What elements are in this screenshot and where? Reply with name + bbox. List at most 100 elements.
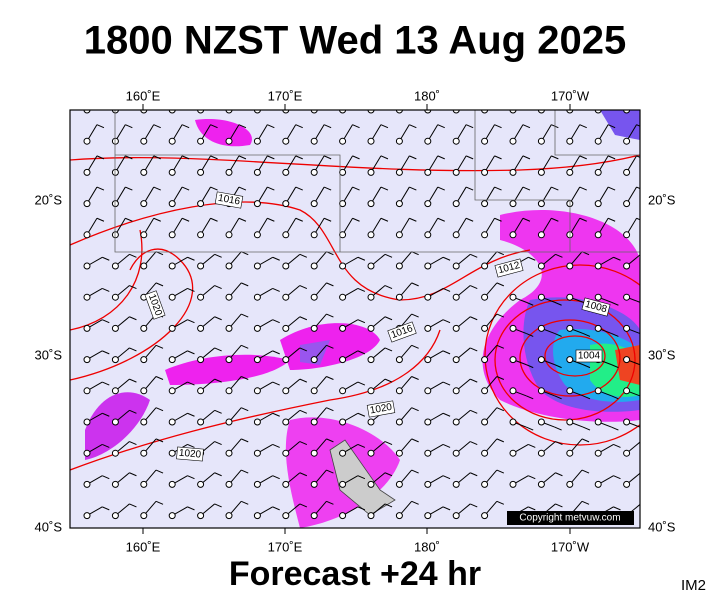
wind-barb <box>282 441 308 457</box>
barb-station <box>566 293 574 301</box>
barb-station <box>594 168 602 176</box>
wind-barb <box>310 407 334 426</box>
barb-station <box>594 480 602 488</box>
barb-flag <box>607 124 616 129</box>
barb-station <box>168 324 176 332</box>
barb-flag <box>636 124 640 127</box>
barb-flag <box>582 395 591 400</box>
wind-barb <box>83 186 105 208</box>
barb-flag <box>551 186 559 191</box>
wind-barb <box>339 444 366 457</box>
lon-label: 160˚E <box>126 539 161 554</box>
barb-flag <box>437 155 445 160</box>
barb-station <box>623 262 631 270</box>
barb-flag <box>102 350 110 355</box>
barb-station <box>282 512 290 520</box>
barb-flag <box>295 155 303 160</box>
barb-station <box>168 110 176 114</box>
barb-flag <box>357 444 366 448</box>
barb-station <box>452 480 460 488</box>
wind-barb <box>481 438 505 457</box>
wind-barb <box>140 438 164 457</box>
wind-barb <box>481 251 505 270</box>
barb-station <box>424 262 432 270</box>
barb-station <box>537 480 545 488</box>
barb-station <box>253 387 261 395</box>
isobar-label-box <box>494 258 524 278</box>
barb-flag <box>241 282 249 287</box>
wind-barb <box>310 500 334 520</box>
barb-flag <box>210 217 218 222</box>
isobar-label: 1016 <box>214 191 244 209</box>
wind-barb <box>225 407 249 426</box>
barb-flag <box>299 472 308 477</box>
wind-barb <box>452 155 474 176</box>
barb-station <box>197 231 205 239</box>
barb-flag <box>380 124 389 129</box>
wind-barb <box>537 387 562 400</box>
wind-barb <box>537 217 559 239</box>
wind-barb <box>282 155 303 176</box>
barb-flag <box>555 253 563 258</box>
barb-flag <box>129 253 137 258</box>
barb-station <box>253 356 261 364</box>
barb-flag <box>102 319 110 324</box>
wind-barb <box>481 376 505 395</box>
barb-station <box>83 449 91 457</box>
barb-flag <box>352 186 360 191</box>
lat-label: 30˚S <box>35 347 63 362</box>
barb-flag <box>323 155 332 160</box>
wind-barb <box>509 217 531 239</box>
barb-station <box>83 200 91 208</box>
barb-station <box>594 200 602 208</box>
barb-station <box>537 168 545 176</box>
barb-station <box>225 480 233 488</box>
wind-barb <box>310 344 334 364</box>
barb-flag <box>496 500 505 505</box>
wind-barb <box>140 155 161 176</box>
barb-station <box>140 262 148 270</box>
wind-barb <box>481 407 505 426</box>
barb-flag <box>272 381 280 386</box>
wind-barb <box>424 288 451 301</box>
barb-flag <box>555 503 563 508</box>
barb-flag <box>611 395 619 400</box>
barb-flag <box>554 301 562 306</box>
barb-flag <box>299 253 308 258</box>
wind-barb <box>623 155 640 176</box>
barb-station <box>111 293 119 301</box>
barb-station <box>537 262 545 270</box>
barb-station <box>367 262 375 270</box>
barb-flag <box>384 472 393 477</box>
barb-station <box>225 262 233 270</box>
isobar-label-box <box>387 321 417 343</box>
barb-station <box>509 356 517 364</box>
wind-barb <box>481 186 502 208</box>
barb-station <box>197 110 205 114</box>
barb-station <box>253 449 261 457</box>
barb-station <box>83 293 91 301</box>
barb-flag <box>187 350 195 355</box>
wind-barb <box>197 472 222 488</box>
wind-barb <box>140 344 164 364</box>
barb-flag <box>187 381 195 386</box>
wind-barb <box>83 124 105 145</box>
wind-barb <box>424 155 445 176</box>
barb-station <box>339 168 347 176</box>
wind-barb <box>537 110 545 114</box>
barb-flag <box>554 332 562 337</box>
wind-barb <box>424 412 451 426</box>
barb-flag <box>238 155 247 160</box>
barb-flag <box>384 253 393 258</box>
wind-barb <box>140 469 164 488</box>
wind-barb <box>111 347 137 364</box>
barb-flag <box>437 217 445 222</box>
wind-barb <box>623 186 640 208</box>
lat-label: 20˚S <box>35 192 63 207</box>
barb-flag <box>384 316 393 321</box>
barb-station <box>83 324 91 332</box>
barb-flag <box>613 475 621 480</box>
barb-station <box>623 231 631 239</box>
isobar-label: 1008 <box>581 297 611 317</box>
barb-station <box>509 387 517 395</box>
